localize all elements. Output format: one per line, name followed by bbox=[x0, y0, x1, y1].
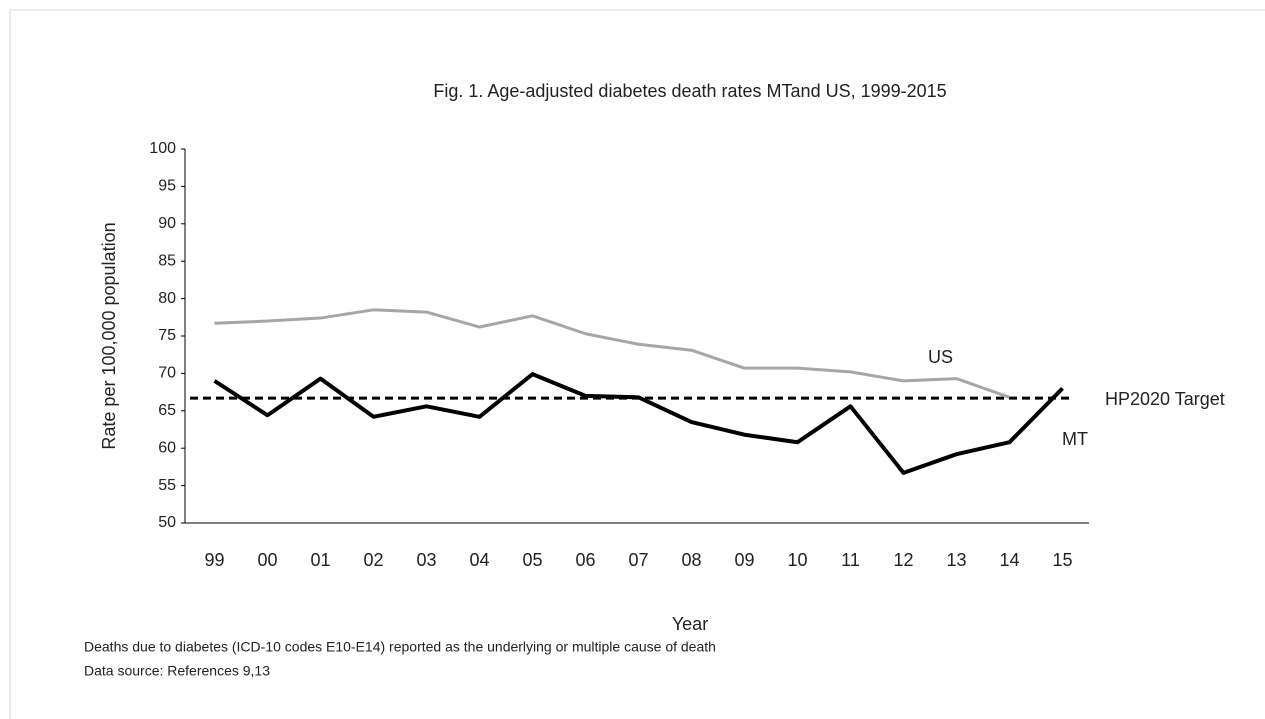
x-tick-label: 15 bbox=[1052, 550, 1072, 570]
y-tick-label: 95 bbox=[158, 178, 176, 195]
y-tick-label: 85 bbox=[158, 252, 176, 269]
y-tick-label: 90 bbox=[158, 215, 176, 232]
x-tick-label: 09 bbox=[734, 550, 754, 570]
x-tick-label: 14 bbox=[999, 550, 1019, 570]
y-tick-label: 55 bbox=[158, 477, 176, 494]
x-tick-label: 10 bbox=[787, 550, 807, 570]
y-tick-label: 70 bbox=[158, 365, 176, 382]
x-tick-label: 07 bbox=[628, 550, 648, 570]
target-label: HP2020 Target bbox=[1105, 389, 1225, 409]
x-tick-label: 06 bbox=[575, 550, 595, 570]
x-tick-label: 01 bbox=[310, 550, 330, 570]
x-tick-label: 00 bbox=[257, 550, 277, 570]
series-label: US bbox=[928, 347, 953, 367]
x-tick-label: 99 bbox=[204, 550, 224, 570]
y-axis-label: Rate per 100,000 population bbox=[99, 222, 119, 449]
footnote: Data source: References 9,13 bbox=[84, 663, 270, 679]
line-series bbox=[213, 372, 1064, 475]
line-series bbox=[214, 308, 1010, 399]
x-tick-label: 08 bbox=[681, 550, 701, 570]
x-tick-label: 13 bbox=[946, 550, 966, 570]
x-tick-label: 11 bbox=[841, 550, 860, 570]
y-tick-label: 60 bbox=[158, 439, 176, 456]
x-tick-label: 12 bbox=[893, 550, 913, 570]
y-tick-label: 65 bbox=[158, 402, 176, 419]
y-tick-label: 50 bbox=[158, 514, 176, 531]
footnote: Deaths due to diabetes (ICD-10 codes E10… bbox=[84, 639, 716, 655]
x-axis-label: Year bbox=[672, 614, 708, 634]
y-tick-label: 100 bbox=[149, 140, 176, 157]
chart-frame bbox=[9, 9, 1265, 719]
y-tick-label: 80 bbox=[158, 290, 176, 307]
x-tick-label: 04 bbox=[469, 550, 489, 570]
x-tick-label: 03 bbox=[416, 550, 436, 570]
chart-title: Fig. 1. Age-adjusted diabetes death rate… bbox=[433, 81, 946, 101]
x-tick-label: 02 bbox=[363, 550, 383, 570]
x-tick-label: 05 bbox=[522, 550, 542, 570]
y-tick-label: 75 bbox=[158, 327, 176, 344]
series-label: MT bbox=[1062, 429, 1088, 449]
